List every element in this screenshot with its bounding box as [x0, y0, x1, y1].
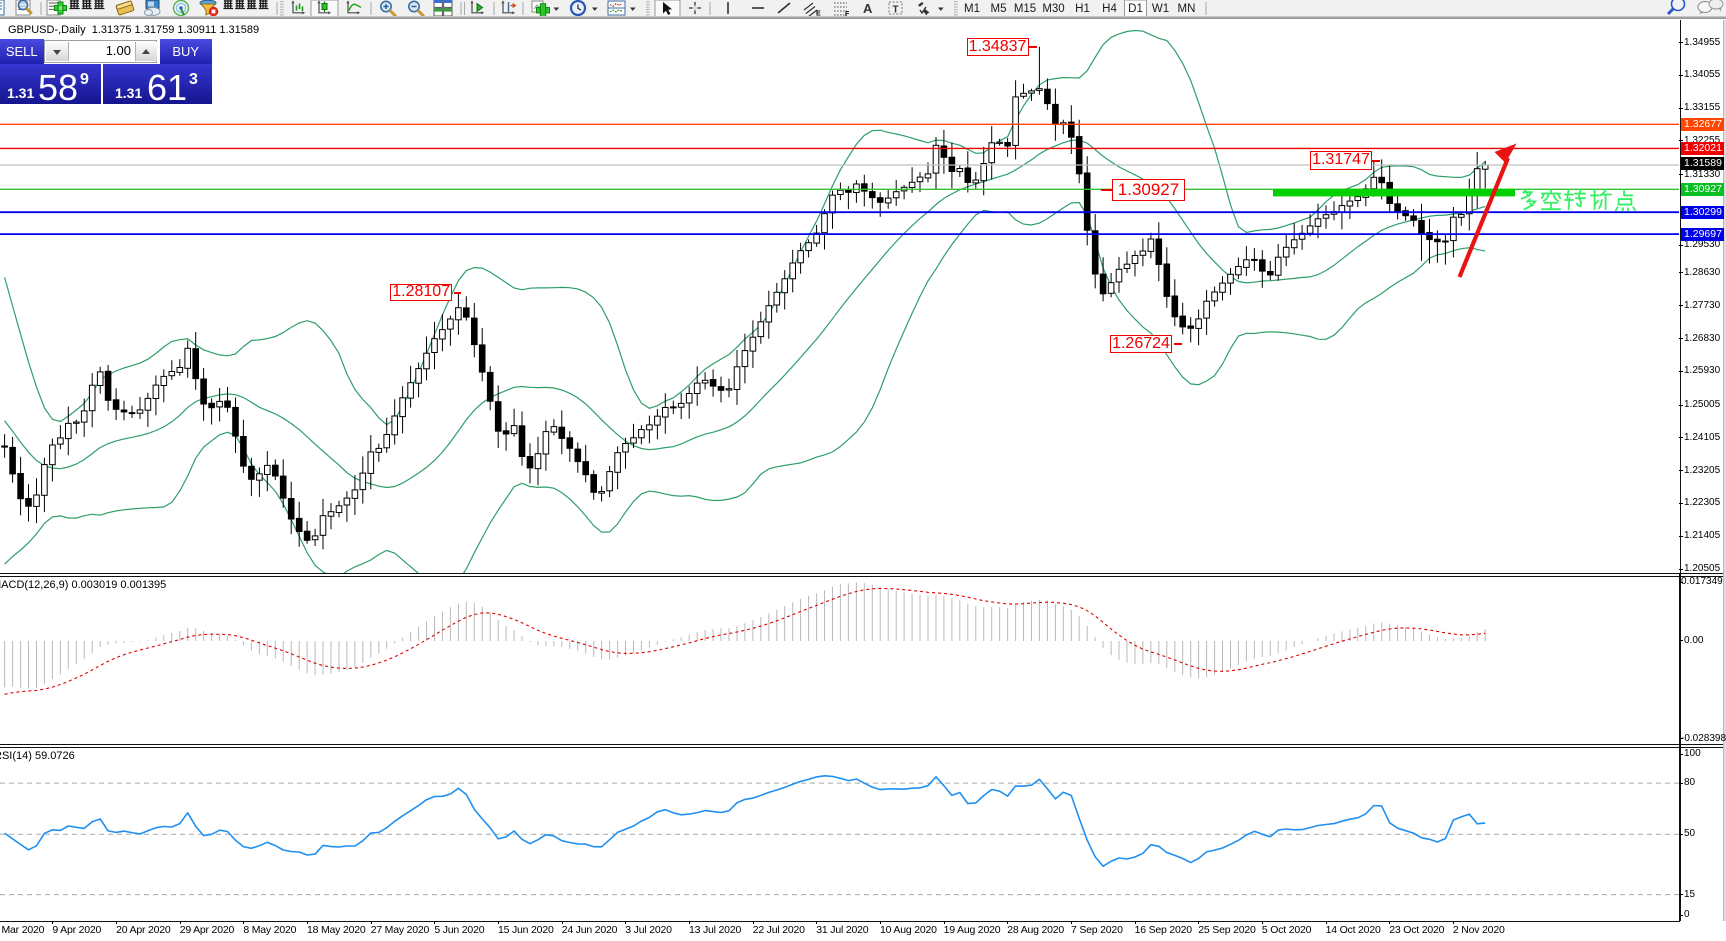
- svg-text:M1: M1: [964, 3, 980, 15]
- svg-text:H1: H1: [1075, 3, 1090, 15]
- svg-text:MN: MN: [1178, 3, 1196, 15]
- svg-text:W1: W1: [1152, 3, 1169, 15]
- svg-text:E: E: [816, 11, 821, 18]
- svg-text:D1: D1: [1128, 3, 1143, 15]
- svg-text:H4: H4: [1102, 3, 1117, 15]
- svg-text:M30: M30: [1042, 3, 1064, 15]
- svg-text:F: F: [845, 11, 850, 17]
- svg-text:M5: M5: [991, 3, 1007, 15]
- svg-text:T: T: [893, 5, 899, 16]
- svg-text:M15: M15: [1014, 3, 1036, 15]
- svg-text:A: A: [863, 1, 873, 16]
